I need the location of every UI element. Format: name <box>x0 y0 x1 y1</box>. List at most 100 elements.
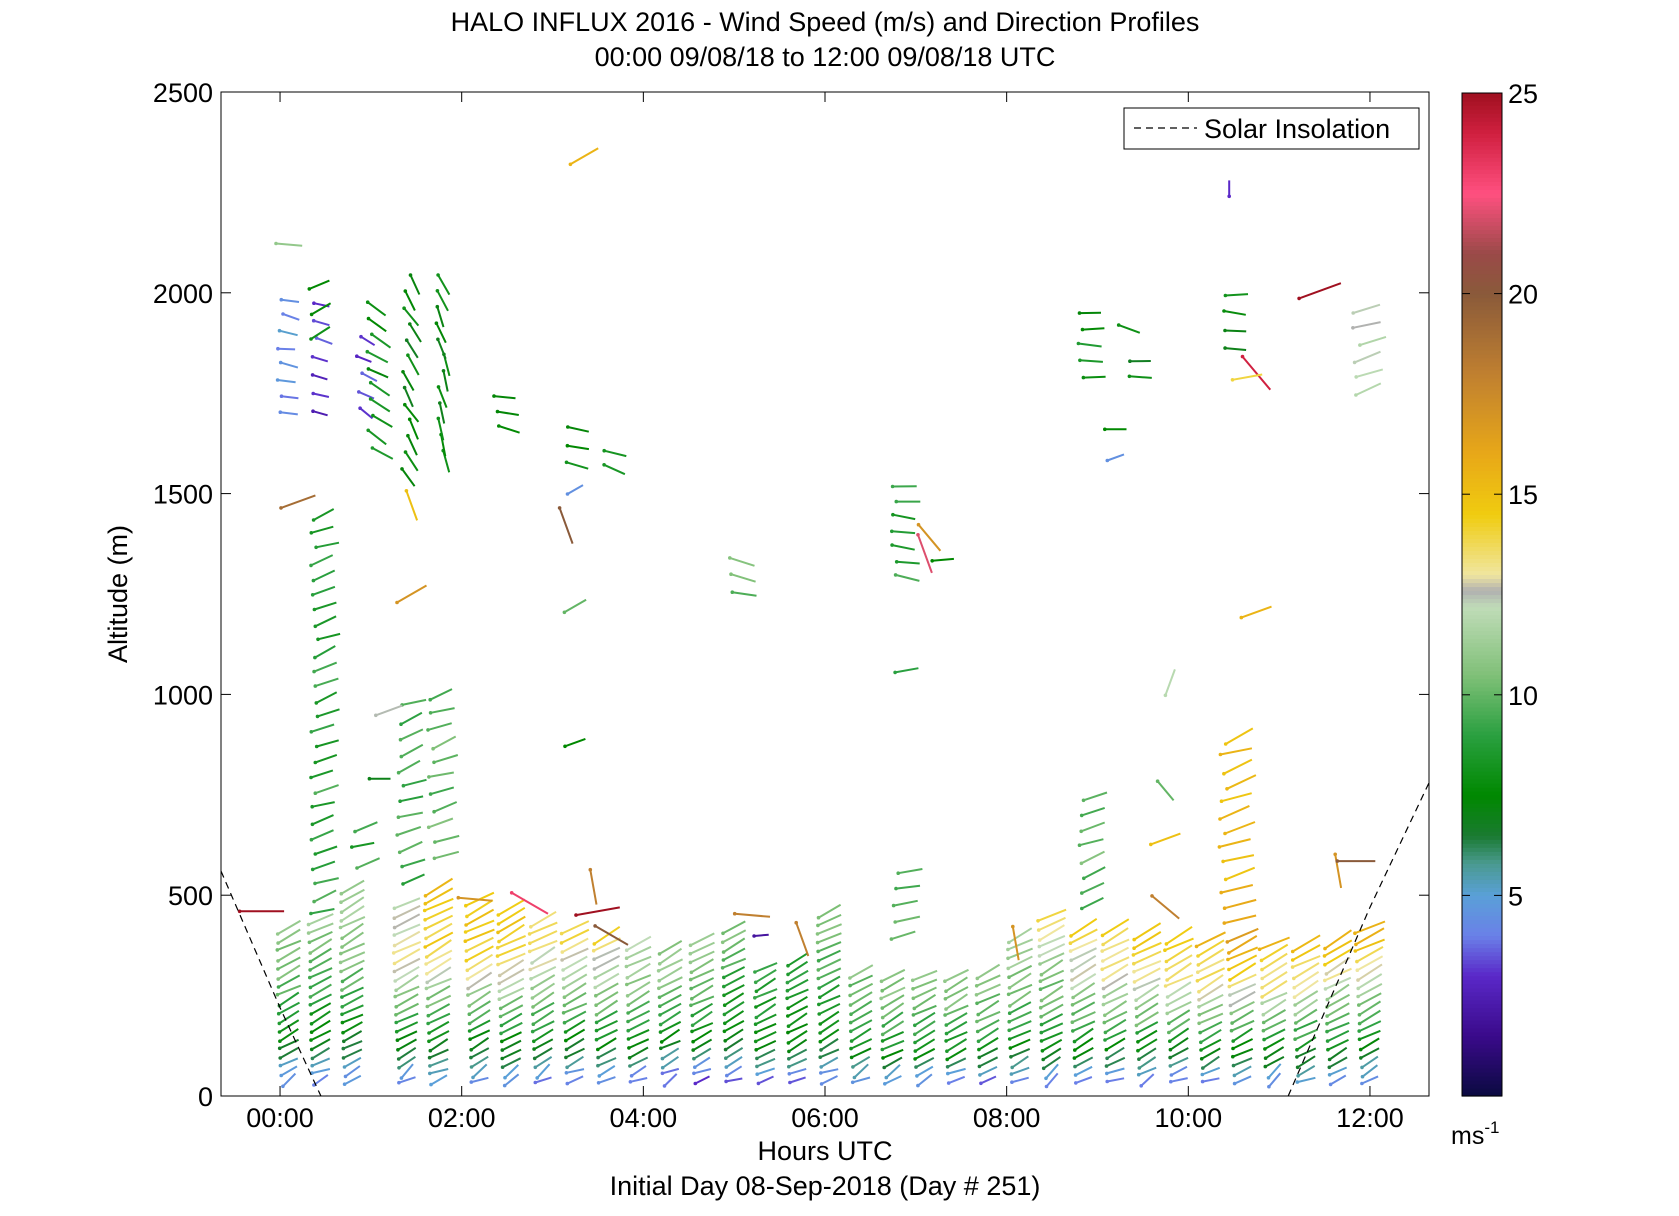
vector-head <box>660 1065 665 1070</box>
colorbar-band <box>1462 494 1502 499</box>
vector-head <box>342 1082 347 1086</box>
low-level-vector <box>1323 976 1352 991</box>
vector-shaft <box>755 996 777 1008</box>
vector-shaft <box>344 1065 361 1078</box>
vector-shaft <box>1222 854 1255 863</box>
x-tick-label: 08:00 <box>973 1103 1041 1133</box>
vector-head <box>562 1020 567 1025</box>
vector-shaft <box>723 984 745 997</box>
isolated-vector <box>588 867 598 905</box>
colorbar-band <box>1462 177 1502 182</box>
vector-head <box>1231 1039 1235 1043</box>
vector-head <box>429 1082 433 1087</box>
vector-shaft <box>310 908 335 915</box>
vector-shaft <box>1324 939 1353 957</box>
cluster-vector <box>314 336 333 345</box>
vector-shaft <box>1137 1029 1158 1043</box>
vector-shaft <box>944 1004 969 1017</box>
low-level-vector <box>278 1028 299 1043</box>
vector-shaft <box>563 598 587 614</box>
vector-shaft <box>629 1046 649 1059</box>
vector-shaft <box>1136 1021 1159 1034</box>
low-level-vector <box>1039 959 1064 977</box>
vector-head <box>277 1021 282 1026</box>
vector-shaft <box>424 887 454 905</box>
cluster-vector <box>890 484 917 489</box>
colorbar-band <box>1462 855 1502 860</box>
vector-head <box>1290 958 1295 962</box>
low-level-vector <box>497 968 525 986</box>
vector-head <box>465 977 470 981</box>
vector-head <box>528 967 532 972</box>
cluster-vector <box>313 877 339 886</box>
cluster-vector <box>406 433 418 456</box>
vector-head <box>1196 963 1201 967</box>
colorbar-band <box>1462 442 1502 447</box>
low-level-vector <box>564 1047 585 1060</box>
vector-shaft <box>730 573 756 583</box>
low-level-vector <box>849 1038 873 1051</box>
low-level-vector <box>1100 918 1130 938</box>
vector-head <box>1009 1055 1013 1059</box>
vector-shaft <box>852 1055 871 1068</box>
low-level-vector <box>1295 1076 1316 1084</box>
vector-head <box>753 1022 758 1026</box>
vector-shaft <box>1352 321 1381 329</box>
vector-head <box>1134 998 1138 1002</box>
vector-shaft <box>596 1019 618 1032</box>
low-level-vector <box>1168 1027 1190 1043</box>
low-level-vector <box>340 986 364 999</box>
vector-shaft <box>817 903 842 919</box>
vector-head <box>426 728 430 732</box>
vector-head <box>624 964 629 969</box>
isolated-vector <box>509 891 549 915</box>
colorbar-band <box>1462 554 1502 559</box>
cluster-vector <box>400 698 427 707</box>
vector-shaft <box>1328 1056 1348 1069</box>
low-level-vector <box>911 978 938 991</box>
low-level-vector <box>1136 1066 1157 1077</box>
colorbar-band <box>1462 462 1502 467</box>
vector-shaft <box>1197 939 1225 957</box>
vector-shaft <box>1295 1008 1318 1024</box>
vector-shaft <box>1224 821 1256 835</box>
low-level-vector <box>785 988 809 1001</box>
low-level-vector <box>725 1065 743 1078</box>
vector-head <box>1292 985 1296 990</box>
vector-head <box>428 697 433 702</box>
vector-head <box>355 866 359 870</box>
vector-shaft <box>277 984 302 996</box>
vector-head <box>338 925 343 930</box>
colorbar-unit-exponent: -1 <box>1484 1118 1499 1137</box>
isolated-vector <box>1333 852 1343 889</box>
vector-shaft <box>628 1028 650 1040</box>
vector-head <box>1240 354 1245 359</box>
low-level-vector <box>500 1057 522 1069</box>
vector-shaft <box>393 940 422 954</box>
low-level-vector <box>469 1076 489 1084</box>
vector-head <box>432 856 437 861</box>
vector-shaft <box>723 1001 745 1016</box>
vector-head <box>880 1039 885 1043</box>
low-level-vector <box>974 983 1001 997</box>
isolated-vector <box>557 506 574 544</box>
vector-head <box>1263 1047 1267 1051</box>
low-level-vector <box>396 1046 417 1061</box>
vector-head <box>406 433 410 438</box>
low-level-vector <box>560 947 589 962</box>
vector-head <box>977 1055 981 1060</box>
vector-head <box>469 1065 474 1069</box>
vector-head <box>1195 979 1200 983</box>
vector-head <box>529 925 533 929</box>
low-level-vector <box>721 947 746 962</box>
low-level-vector <box>530 982 556 1000</box>
isolated-vector <box>404 489 419 521</box>
cluster-vector <box>1218 804 1250 821</box>
low-level-vector <box>1199 1047 1221 1061</box>
vector-head <box>594 993 598 998</box>
vector-shaft <box>1297 1055 1316 1069</box>
vector-head <box>400 864 404 869</box>
cluster-vector <box>434 321 447 344</box>
vector-shaft <box>428 1030 450 1043</box>
vector-head <box>527 949 532 954</box>
